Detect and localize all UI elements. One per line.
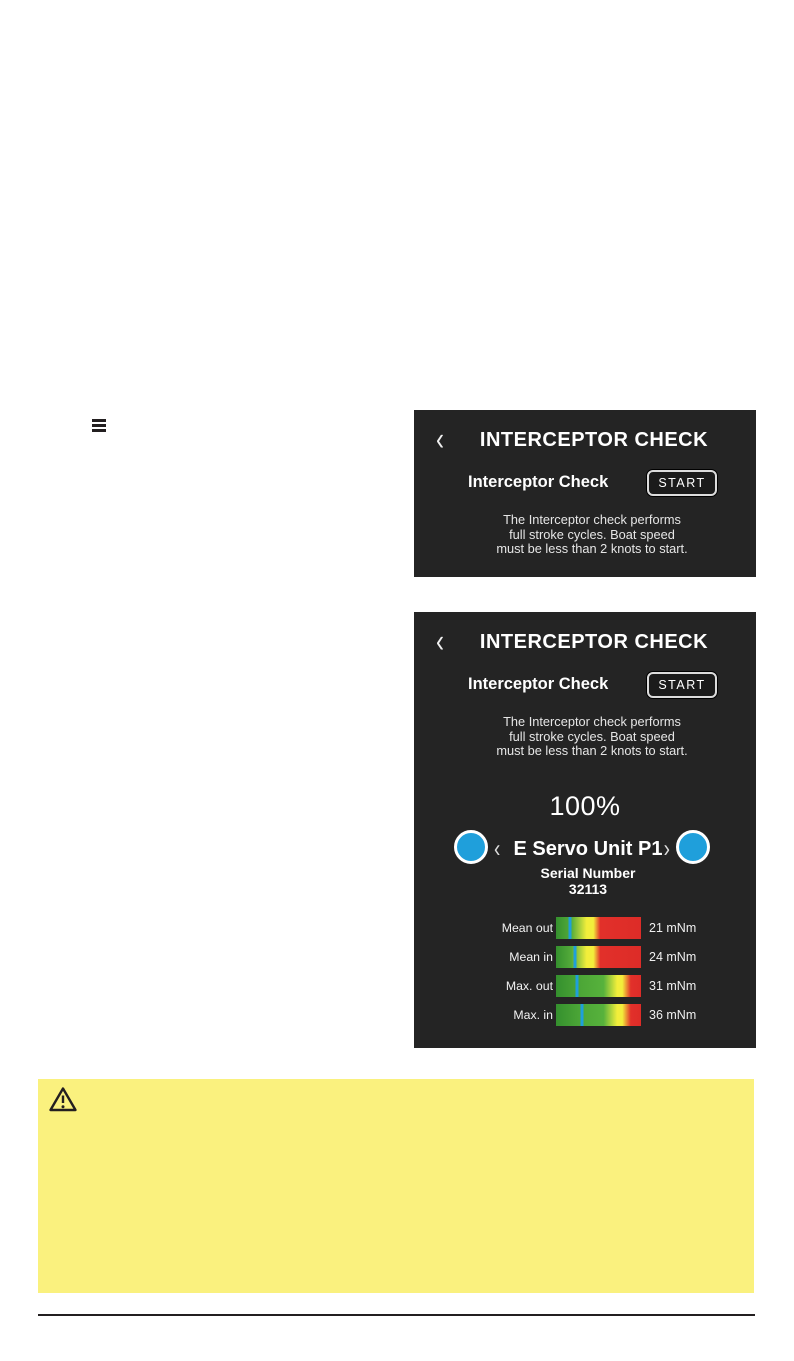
back-chevron-icon[interactable]: ‹ (436, 421, 444, 458)
description-line: The Interceptor check performs (503, 512, 681, 527)
gauge-value: 36 mNm (649, 1008, 696, 1022)
gauge-bar (556, 917, 641, 939)
gauge-marker (575, 975, 579, 997)
check-description: The Interceptor check performs full stro… (414, 512, 756, 557)
start-button[interactable]: START (647, 470, 717, 496)
description-line: must be less than 2 knots to start. (496, 743, 688, 759)
hamburger-bar (92, 429, 106, 432)
serial-number-value: 32113 (568, 881, 608, 897)
check-row: Interceptor Check START (468, 470, 717, 496)
screen-title: INTERCEPTOR CHECK (479, 429, 709, 451)
gauge-bar (556, 946, 641, 968)
gauge-label: Max. in (513, 1008, 553, 1022)
check-label: Interceptor Check (468, 473, 609, 491)
start-button[interactable]: START (647, 672, 717, 698)
servo-unit-name: E Servo Unit P1 (513, 838, 663, 860)
gauge-value: 31 mNm (649, 979, 696, 993)
gauge-row-mean-in: Mean in 24 mNm (414, 946, 756, 968)
gauge-value: 24 mNm (649, 950, 696, 964)
gauge-marker (580, 1004, 583, 1026)
hamburger-menu-icon[interactable] (92, 419, 106, 432)
gauge-label: Max. out (505, 979, 553, 993)
gauge-row-max-in: Max. in 36 mNm (414, 1004, 756, 1026)
unit-indicator-left-dot[interactable] (454, 830, 488, 864)
gauge-bar (556, 975, 641, 997)
screen-header: ‹ INTERCEPTOR CHECK (414, 625, 756, 657)
check-description: The Interceptor check performs full stro… (414, 714, 756, 759)
unit-indicator-right-dot[interactable] (676, 830, 710, 864)
footer-rule (38, 1314, 755, 1316)
gauge-marker (573, 946, 577, 968)
serial-number-label: Serial Number (540, 865, 636, 881)
torque-gauges: Mean out 21 mNm Mean in 24 mNm Max. out … (414, 917, 756, 1033)
gauge-row-mean-out: Mean out 21 mNm (414, 917, 756, 939)
warning-triangle-icon (49, 1087, 77, 1112)
gauge-bar (556, 1004, 641, 1026)
progress-percentage: 100% (549, 791, 621, 821)
gauge-value: 21 mNm (649, 921, 696, 935)
interceptor-check-screen-initial: ‹ INTERCEPTOR CHECK Interceptor Check ST… (414, 410, 756, 577)
unit-next-chevron-icon[interactable]: › (663, 835, 670, 863)
description-line: must be less than 2 knots to start. (496, 541, 688, 557)
description-line: The Interceptor check performs (503, 714, 681, 729)
gauge-row-max-out: Max. out 31 mNm (414, 975, 756, 997)
description-line: full stroke cycles. Boat speed (509, 526, 675, 542)
screen-title: INTERCEPTOR CHECK (479, 631, 709, 653)
screen-header: ‹ INTERCEPTOR CHECK (414, 423, 756, 455)
check-row: Interceptor Check START (468, 672, 717, 698)
description-line: full stroke cycles. Boat speed (509, 728, 675, 744)
gauge-label: Mean out (501, 921, 553, 935)
gauge-label: Mean in (509, 950, 553, 964)
hamburger-bar (92, 424, 106, 427)
back-chevron-icon[interactable]: ‹ (436, 623, 444, 660)
interceptor-check-screen-result: ‹ INTERCEPTOR CHECK Interceptor Check ST… (414, 612, 756, 1048)
warning-note-box (38, 1079, 754, 1293)
unit-prev-chevron-icon[interactable]: ‹ (494, 835, 501, 863)
check-label: Interceptor Check (468, 675, 609, 693)
hamburger-bar (92, 419, 106, 422)
gauge-marker (568, 917, 572, 939)
